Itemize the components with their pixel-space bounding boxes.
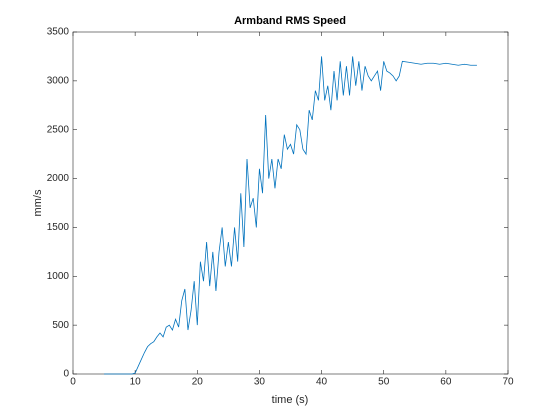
y-tick-label: 2000 [47, 173, 70, 184]
y-tick-label: 2500 [47, 124, 70, 135]
y-tick-label: 3000 [47, 75, 70, 86]
x-tick-label: 20 [192, 377, 204, 388]
chart-title: Armband RMS Speed [234, 15, 346, 27]
y-tick-label: 3500 [47, 27, 70, 38]
x-tick-label: 40 [316, 377, 328, 388]
x-tick-label: 70 [502, 377, 514, 388]
plot-area [72, 31, 509, 375]
x-tick-label: 50 [378, 377, 390, 388]
y-tick-label: 0 [63, 369, 69, 380]
y-tick-label: 1000 [47, 271, 70, 282]
x-tick-label: 60 [440, 377, 452, 388]
y-axis-label: mm/s [32, 189, 44, 216]
x-tick-label: 0 [70, 377, 76, 388]
data-line [104, 56, 477, 375]
x-tick-label: 30 [254, 377, 266, 388]
x-tick-label: 10 [130, 377, 142, 388]
x-axis-label: time (s) [272, 394, 309, 406]
y-tick-label: 500 [52, 320, 69, 331]
y-tick-label: 1500 [47, 222, 70, 233]
